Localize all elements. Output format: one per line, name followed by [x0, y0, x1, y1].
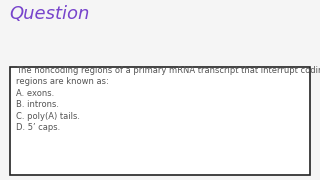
- Text: Question: Question: [10, 5, 90, 23]
- FancyBboxPatch shape: [10, 67, 310, 175]
- Text: The noncoding regions of a primary mRNA transcript that interrupt coding
regions: The noncoding regions of a primary mRNA …: [16, 66, 320, 132]
